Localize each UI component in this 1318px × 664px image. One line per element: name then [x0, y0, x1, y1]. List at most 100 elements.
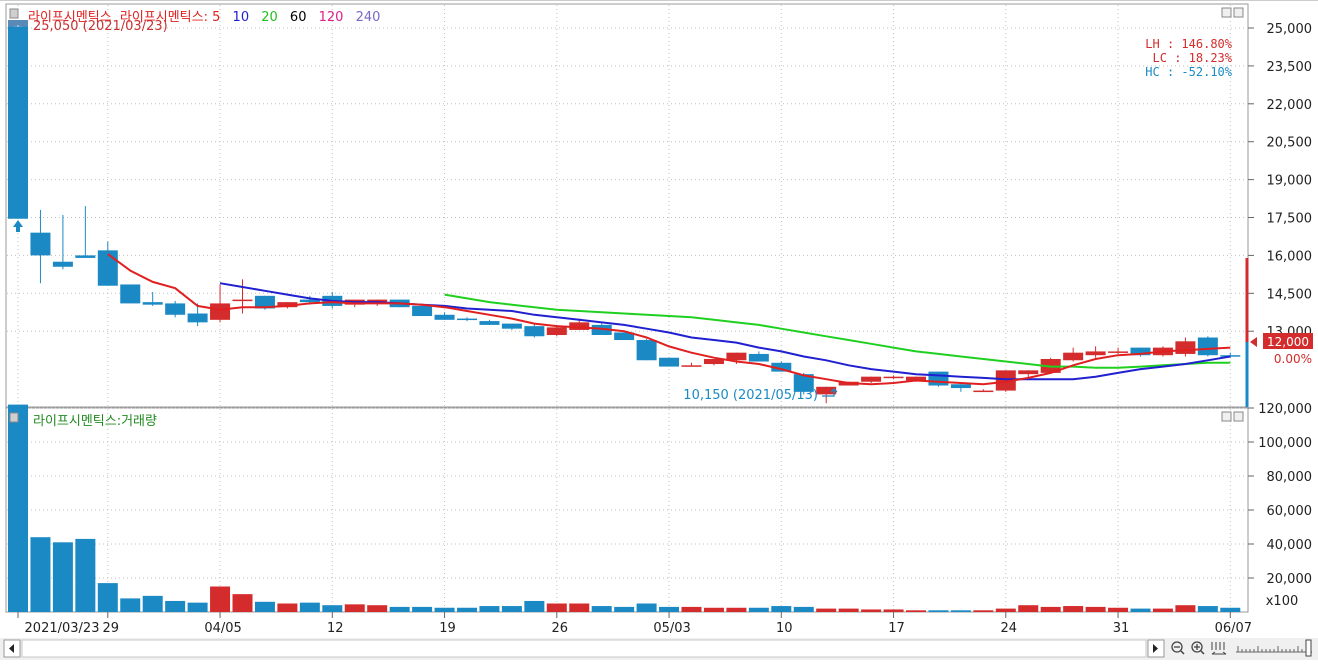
volume-panel-minimize-icon[interactable] — [1221, 411, 1232, 422]
candle-body — [973, 390, 994, 393]
zoom-out-handle — [1180, 650, 1185, 655]
volume-bar — [299, 602, 320, 612]
current-price-value: 12,000 — [1267, 335, 1309, 349]
date-axis: 2021/03/23 29 04/05 12 19 26 05/03 10 17 24 31 06/0… — [17, 612, 1252, 636]
volume-bar — [771, 606, 792, 612]
volume-bar — [883, 609, 904, 612]
candle-body — [277, 302, 298, 308]
range-slider-handle[interactable] — [1305, 639, 1312, 657]
volume-bar — [1040, 606, 1061, 612]
price-panel[interactable] — [5, 3, 1249, 408]
legend-ma-20: 20 — [261, 10, 278, 25]
volume-panel-close-icon[interactable] — [1233, 411, 1244, 422]
candle-body — [591, 324, 612, 335]
current-price-change: 0.00% — [1274, 352, 1312, 366]
volume-bar — [1085, 606, 1106, 612]
price-tick-label: 20,500 — [1267, 136, 1313, 151]
date-tick-label: 06/07 — [1215, 621, 1252, 636]
volume-bar — [1130, 608, 1151, 612]
fit-range-button[interactable] — [1211, 642, 1227, 655]
price-panel-minimize-icon[interactable] — [1221, 7, 1232, 18]
date-tick-label: 10 — [776, 621, 793, 636]
moving-average-lines — [107, 253, 1231, 386]
volume-bar — [187, 602, 208, 612]
volume-bar — [973, 610, 994, 612]
candle-body — [75, 255, 96, 258]
candle-body — [659, 357, 680, 367]
volume-bar — [30, 537, 51, 612]
date-tick-label: 19 — [439, 621, 456, 636]
volume-bar — [120, 598, 141, 612]
candle-body — [165, 303, 186, 315]
range-slider-ticks — [1237, 646, 1307, 652]
zoom-in-icon — [1191, 641, 1203, 653]
volume-bar — [1220, 607, 1241, 612]
date-tick-label: 31 — [1113, 621, 1130, 636]
zoom-out-button[interactable] — [1171, 641, 1185, 655]
volume-tick-label: 20,000 — [1267, 572, 1313, 587]
volume-bar — [726, 607, 747, 612]
candle-body — [299, 299, 320, 303]
volume-bars — [8, 404, 1241, 612]
volume-bar — [322, 605, 343, 612]
volume-bar — [703, 607, 724, 612]
scroll-right-icon — [1153, 644, 1158, 653]
volume-bar — [8, 404, 28, 612]
price-tick-label: 19,000 — [1267, 174, 1313, 189]
price-panel-close-icon[interactable] — [1233, 7, 1244, 18]
candle-body — [928, 371, 949, 386]
volume-bar — [569, 603, 590, 612]
legend-ma-120: 120 — [319, 10, 344, 25]
volume-bar — [816, 608, 837, 612]
candle-body — [816, 386, 837, 395]
volume-bar — [1018, 605, 1039, 612]
candle-body — [1018, 370, 1039, 375]
fit-range-icon — [1211, 642, 1227, 655]
lh-stat: LH : 146.80% — [1145, 37, 1232, 51]
min-price-note: 10,150 (2021/05/13) — [683, 388, 818, 403]
candle-body — [1063, 352, 1084, 361]
scroll-track[interactable] — [21, 639, 1147, 658]
volume-bar — [1175, 605, 1196, 612]
candle-body — [52, 261, 73, 267]
date-tick-label: 05/03 — [653, 621, 690, 636]
price-legend: 라이프시멘틱스 라이프시멘틱스: 5 10 20 60 120 240 — [28, 10, 380, 25]
candle-body — [254, 295, 275, 309]
volume-gridlines — [7, 407, 1247, 579]
candle-body — [30, 232, 51, 256]
date-tick-label: 17 — [888, 621, 905, 636]
candle-body — [569, 322, 590, 330]
volume-panel-collapse-icon[interactable] — [9, 412, 19, 423]
date-tick-label: 24 — [1001, 621, 1018, 636]
volume-bar — [97, 583, 118, 612]
price-panel-collapse-icon[interactable] — [9, 8, 19, 19]
volume-bar — [344, 604, 365, 612]
volume-bar — [277, 603, 298, 612]
volume-bar — [389, 606, 410, 612]
candle-body — [546, 327, 567, 335]
volume-bar — [1197, 606, 1218, 612]
legend-ma-5: 5 — [212, 10, 220, 25]
range-slider[interactable] — [1236, 639, 1312, 657]
candle-body — [614, 332, 635, 341]
legend-ma-10: 10 — [233, 10, 250, 25]
volume-bar — [142, 595, 163, 612]
volume-bar — [367, 605, 388, 612]
zoom-in-button[interactable] — [1191, 641, 1205, 655]
candle-body — [434, 314, 455, 320]
volume-bar — [546, 603, 567, 612]
candle-body — [8, 26, 28, 219]
volume-bar — [434, 607, 455, 612]
zoom-in-handle — [1200, 650, 1205, 655]
volume-legend: 라이프시멘틱스:거래량 — [33, 414, 157, 429]
candle-body — [142, 302, 163, 305]
candle-body — [995, 370, 1016, 391]
max-arrow-icon — [13, 220, 23, 232]
candle-body — [524, 326, 545, 337]
volume-tick-label: 100,000 — [1258, 436, 1312, 451]
volume-bar — [995, 608, 1016, 612]
date-tick-label: 12 — [327, 621, 344, 636]
volume-bar — [52, 542, 73, 612]
